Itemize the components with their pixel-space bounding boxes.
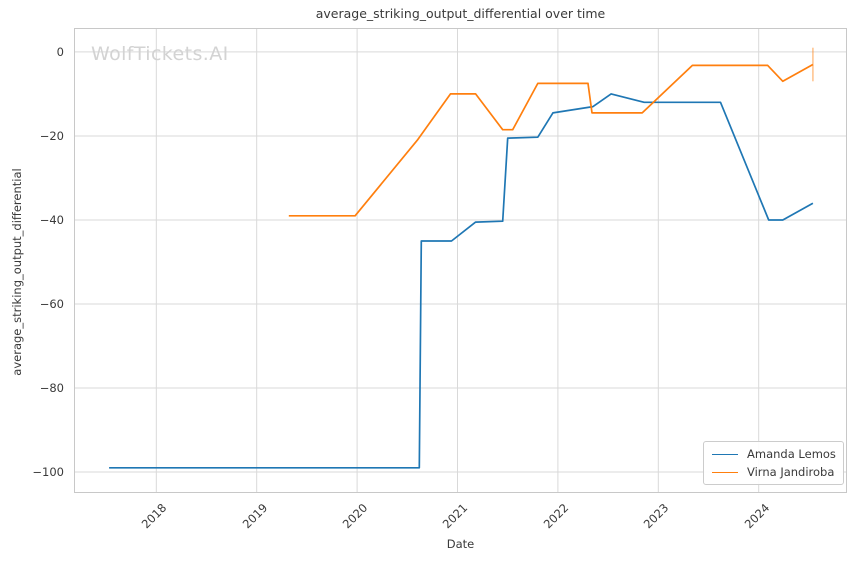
- series-line-virna-jandiroba: [288, 63, 814, 217]
- series-line-amanda-lemos: [109, 93, 814, 469]
- x-axis-label: Date: [446, 537, 475, 551]
- y-tick-label: −60: [39, 296, 64, 311]
- x-tick-label: 2024: [741, 500, 772, 532]
- plot-area: WolfTickets.AI: [74, 28, 847, 493]
- y-tick-label: −100: [32, 464, 64, 479]
- legend-label: Virna Jandiroba: [747, 465, 835, 479]
- legend-label: Amanda Lemos: [747, 447, 836, 461]
- chart-title: average_striking_output_differential ove…: [315, 6, 606, 21]
- legend-swatch-amanda-lemos: [712, 453, 738, 455]
- plot-canvas: [74, 28, 847, 493]
- x-tick-label: 2020: [339, 500, 371, 532]
- plot-border: [74, 28, 847, 493]
- y-tick-label: −80: [39, 380, 64, 395]
- y-tick-label: 0: [56, 44, 64, 59]
- x-tick-label: 2019: [239, 500, 271, 532]
- watermark: WolfTickets.AI: [91, 43, 229, 65]
- y-axis-label: average_striking_output_differential: [10, 168, 24, 376]
- y-tick-label: −40: [39, 212, 64, 227]
- legend-item-virna-jandiroba: Virna Jandiroba: [712, 465, 835, 479]
- x-tick-label: 2023: [640, 500, 672, 532]
- x-tick-label: 2018: [139, 500, 170, 532]
- x-tick-label: 2022: [540, 500, 572, 532]
- legend-item-amanda-lemos: Amanda Lemos: [712, 447, 836, 461]
- legend-swatch-virna-jandiroba: [712, 471, 738, 473]
- x-tick-label: 2021: [440, 500, 471, 532]
- y-tick-label: −20: [39, 128, 64, 143]
- legend: Amanda Lemos Virna Jandiroba: [703, 441, 844, 485]
